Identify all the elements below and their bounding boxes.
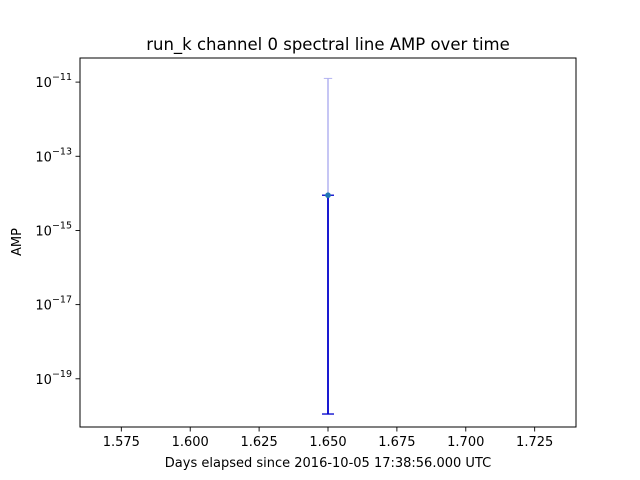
y-tick-base: 10 (35, 224, 52, 239)
x-axis: 1.575 1.600 1.625 1.650 1.675 1.700 1.725 (103, 427, 553, 450)
y-tick-exponent: −17 (52, 295, 72, 306)
y-tick-exponent: −11 (52, 72, 72, 83)
y-tick-exponent: −15 (52, 220, 72, 231)
data-marks (322, 77, 334, 415)
y-tick-base: 10 (35, 150, 52, 165)
x-tick-label: 1.575 (103, 435, 140, 450)
y-tick-base: 10 (35, 373, 52, 388)
y-tick-label: 10−19 (35, 369, 72, 388)
chart-title: run_k channel 0 spectral line AMP over t… (146, 35, 510, 55)
y-tick-label: 10−17 (35, 295, 72, 314)
x-tick-label: 1.600 (172, 435, 209, 450)
x-tick-label: 1.725 (516, 435, 553, 450)
x-tick-label: 1.675 (378, 435, 415, 450)
y-tick-label: 10−13 (35, 146, 72, 165)
y-tick-exponent: −19 (52, 369, 72, 380)
y-axis-label: AMP (10, 228, 25, 256)
x-axis-label: Days elapsed since 2016-10-05 17:38:56.0… (165, 456, 491, 471)
y-tick-label: 10−15 (35, 220, 72, 239)
x-tick-label: 1.625 (241, 435, 278, 450)
x-tick-label: 1.700 (447, 435, 484, 450)
x-tick-label: 1.650 (309, 435, 346, 450)
y-tick-exponent: −13 (52, 146, 72, 157)
y-tick-base: 10 (35, 299, 52, 314)
data-point (325, 192, 331, 199)
y-tick-base: 10 (35, 76, 52, 91)
y-tick-label: 10−11 (35, 72, 72, 91)
